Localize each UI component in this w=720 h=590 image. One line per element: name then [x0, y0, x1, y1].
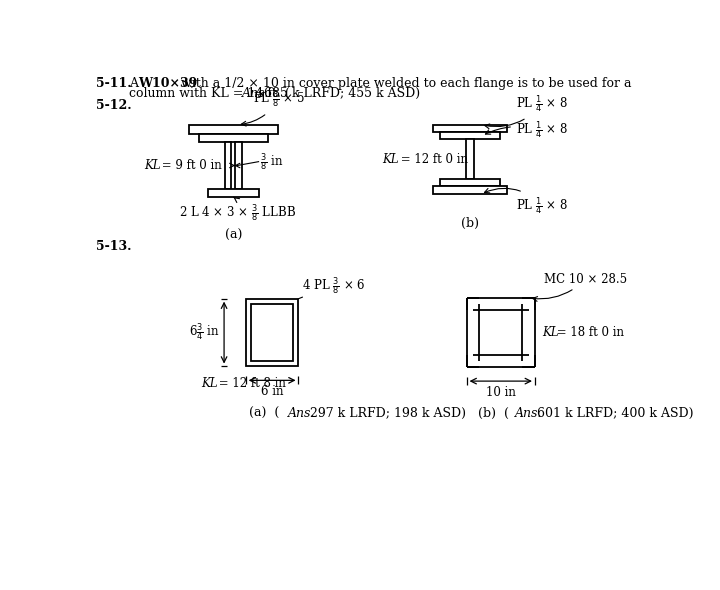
Text: $\frac{3}{8}$ in: $\frac{3}{8}$ in	[260, 151, 284, 172]
Text: = 12 ft 0 in: = 12 ft 0 in	[397, 153, 467, 166]
Text: KL: KL	[382, 153, 399, 166]
Text: with a 1/2 × 10 in cover plate welded to each flange is to be used for a: with a 1/2 × 10 in cover plate welded to…	[177, 77, 631, 90]
Bar	[466, 139, 474, 179]
Text: 5-12.: 5-12.	[96, 99, 132, 112]
Text: 5-13.: 5-13.	[96, 240, 132, 253]
Text: 6$\frac{3}{4}$ in: 6$\frac{3}{4}$ in	[189, 322, 220, 343]
Text: column with KL = 14 ft. (: column with KL = 14 ft. (	[129, 87, 289, 100]
Text: = 12 ft 8 in: = 12 ft 8 in	[215, 377, 286, 390]
Text: (a): (a)	[225, 230, 242, 242]
Bar	[251, 304, 293, 361]
Bar	[439, 179, 500, 186]
Text: Ans.: Ans.	[287, 407, 315, 419]
Bar	[199, 134, 269, 142]
Bar	[433, 186, 507, 194]
Text: MC 10 × 28.5: MC 10 × 28.5	[533, 273, 627, 301]
Text: 297 k LRFD; 198 k ASD): 297 k LRFD; 198 k ASD)	[306, 407, 467, 419]
Text: = 9 ft 0 in: = 9 ft 0 in	[158, 159, 222, 172]
Bar	[235, 142, 241, 189]
Text: (b)  (: (b) (	[477, 407, 508, 420]
Text: 5-11.: 5-11.	[96, 77, 132, 90]
Bar	[246, 299, 299, 366]
Text: PL $\frac{1}{4}$ × 8: PL $\frac{1}{4}$ × 8	[485, 119, 568, 141]
Bar	[439, 132, 500, 139]
Text: PL $\frac{1}{4}$ × 8: PL $\frac{1}{4}$ × 8	[485, 188, 568, 217]
Bar	[208, 189, 258, 197]
Text: PL $\frac{1}{4}$ × 8: PL $\frac{1}{4}$ × 8	[485, 93, 568, 129]
Bar	[189, 124, 278, 134]
Text: KL: KL	[144, 159, 161, 172]
Text: A: A	[129, 77, 142, 90]
Text: Ans.: Ans.	[515, 407, 542, 420]
Bar	[225, 142, 231, 189]
Text: 6 in: 6 in	[261, 385, 284, 398]
Text: (a)  (: (a) (	[249, 407, 279, 419]
Text: KL: KL	[543, 326, 559, 339]
Text: 10 in: 10 in	[486, 386, 516, 399]
Text: PL $\frac{3}{8}$ × 5: PL $\frac{3}{8}$ × 5	[241, 88, 305, 126]
Text: 2 L 4 × 3 × $\frac{3}{8}$ LLBB: 2 L 4 × 3 × $\frac{3}{8}$ LLBB	[179, 197, 296, 224]
Text: W10×39: W10×39	[138, 77, 197, 90]
Text: 4 PL $\frac{3}{8}$ × 6: 4 PL $\frac{3}{8}$ × 6	[302, 276, 366, 297]
Bar	[433, 124, 507, 132]
Text: Ans.: Ans.	[242, 87, 269, 100]
Text: 685 k LRFD; 455 k ASD): 685 k LRFD; 455 k ASD)	[261, 87, 420, 100]
Text: 601 k LRFD; 400 k ASD): 601 k LRFD; 400 k ASD)	[534, 407, 694, 420]
Text: = 18 ft 0 in: = 18 ft 0 in	[554, 326, 624, 339]
Text: (b): (b)	[461, 217, 479, 230]
Text: KL: KL	[201, 377, 217, 390]
